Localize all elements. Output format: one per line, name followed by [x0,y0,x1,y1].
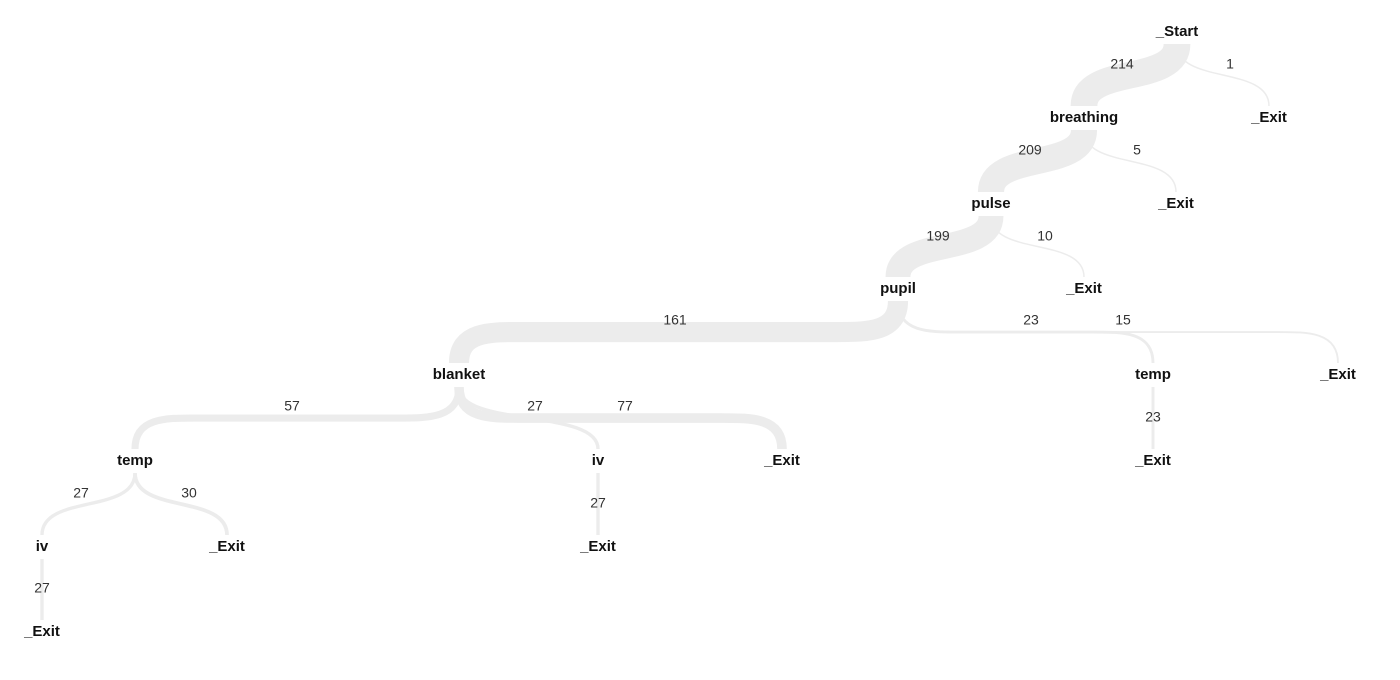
node-label: _Exit [1250,109,1287,126]
node-label: _Exit [763,452,800,469]
edge-layer [40,41,1339,620]
node-label: temp [1135,366,1171,383]
edge-count: 23 [1023,312,1039,328]
edge-count: 27 [527,398,543,414]
node-label: iv [36,538,49,555]
edge-count: 27 [73,485,89,501]
node-label: pupil [880,280,916,297]
edge-count: 209 [1018,142,1042,158]
node-label: iv [592,452,605,469]
edge [885,213,1004,280]
edge-count: 1 [1226,56,1234,72]
node-label: _Exit [1319,366,1356,383]
edge-count: 77 [617,398,633,414]
node-label: _Exit [208,538,245,555]
node-label: _Exit [23,623,60,640]
edge-count: 10 [1037,228,1053,244]
node-label: _Exit [579,538,616,555]
node-label: _Exit [1065,280,1102,297]
edge-count: 199 [926,228,950,244]
node-label: pulse [971,195,1010,212]
node-label: _Exit [1134,452,1171,469]
node-label: _Start [1155,23,1199,40]
edge-count: 57 [284,398,300,414]
edge-count: 15 [1115,312,1131,328]
edge [977,127,1098,195]
node-label: temp [117,452,153,469]
edge [131,386,463,450]
node-label: _Exit [1157,195,1194,212]
edge [1070,41,1191,109]
edge [448,300,909,364]
edge-count: 27 [34,580,50,596]
edge-count: 23 [1145,409,1161,425]
edge-count: 30 [181,485,197,501]
edge [1176,43,1270,107]
edge-count: 5 [1133,142,1141,158]
edge [133,472,229,536]
edge-count: 214 [1110,56,1134,72]
node-label: blanket [433,366,486,383]
edge [1083,129,1177,193]
edge [40,472,137,536]
edge [897,300,1339,364]
edge [454,386,787,450]
node-label: breathing [1050,109,1118,126]
edge-count: 161 [663,312,687,328]
label-layer: 214 1 209 5 199 10 161 23 15 57 27 77 27 30 27 23 27 _Sta… [23,23,1356,640]
edge-count: 27 [590,495,606,511]
edge [990,215,1085,278]
